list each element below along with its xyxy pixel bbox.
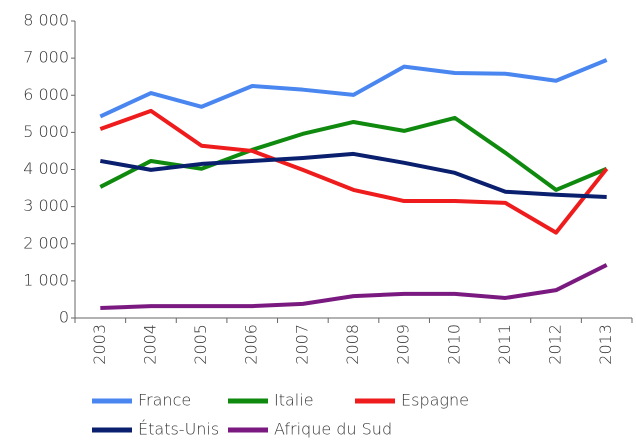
series-line [99,58,608,119]
x-tick-label: 2010 [444,324,463,365]
series-line [99,151,607,199]
y-tick-label: 3 000 [23,196,69,215]
y-tick-label: 6 000 [23,85,69,104]
legend-label: Afrique du Sud [274,420,392,439]
x-tick-label: 2007 [292,324,311,365]
y-tick-label: 2 000 [23,233,69,252]
series-line [100,263,608,310]
x-tick-label: 2013 [596,324,615,365]
x-tick-label: 2003 [90,324,109,365]
legend-label: Espagne [401,391,469,410]
y-tick-label: 8 000 [23,11,69,30]
x-tick-label: 2012 [546,324,565,365]
y-tick-label: 5 000 [23,122,69,141]
legend-label: Italie [274,391,314,410]
legend-label: États-Unis [138,420,219,439]
x-tick-label: 2004 [140,324,159,365]
x-tick-label: 2011 [495,324,514,365]
y-tick-label: 0 [59,308,69,327]
x-tick-label: 2005 [191,324,210,365]
y-tick-label: 1 000 [23,270,69,289]
x-tick-label: 2009 [394,324,413,365]
y-tick-label: 7 000 [23,48,69,67]
legend-label: France [138,391,191,410]
x-tick-label: 2006 [242,324,261,365]
series-line [99,108,609,235]
y-tick-label: 4 000 [23,159,69,178]
x-tick-label: 2008 [343,324,362,365]
